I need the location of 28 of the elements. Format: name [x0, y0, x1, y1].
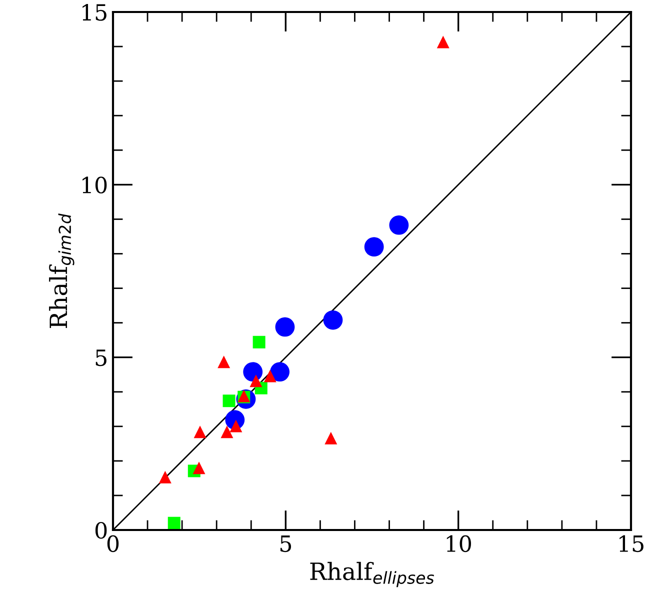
point [243, 362, 263, 382]
point [364, 237, 384, 257]
x-tick-label: 5 [280, 536, 292, 552]
y-axis-title: Rhalf$_{gim2d}$ [49, 213, 74, 328]
point [194, 426, 206, 438]
y-tick-label: 0 [95, 522, 107, 539]
point [168, 516, 180, 530]
point [323, 310, 343, 330]
point [218, 356, 230, 368]
y-tick-label: 10 [82, 176, 107, 194]
point [389, 215, 409, 235]
x-tick-label: 0 [107, 535, 119, 552]
y-tick-label: 5 [96, 350, 106, 366]
point [252, 336, 266, 348]
point [250, 374, 262, 388]
x-tick-label: 10 [446, 535, 471, 552]
y-tick-label: 15 [82, 4, 106, 21]
point [264, 370, 276, 382]
point [158, 470, 172, 484]
point [222, 394, 236, 408]
point [436, 36, 450, 48]
x-axis-title: Rhalf$_{ellipses}$ [310, 562, 434, 588]
point [324, 432, 338, 444]
point [270, 362, 290, 382]
point [275, 317, 295, 337]
point [220, 426, 234, 438]
x-tick-label: 15 [620, 535, 644, 552]
point [192, 462, 206, 474]
